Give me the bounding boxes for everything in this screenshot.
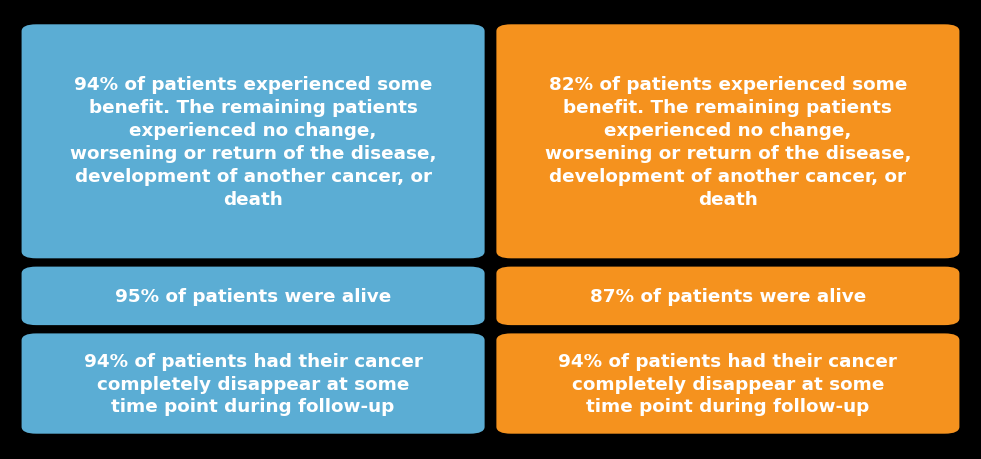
Text: 94% of patients had their cancer
completely disappear at some
time point during : 94% of patients had their cancer complet… bbox=[558, 352, 898, 415]
Text: 82% of patients experienced some
benefit. The remaining patients
experienced no : 82% of patients experienced some benefit… bbox=[544, 76, 911, 208]
FancyBboxPatch shape bbox=[496, 334, 959, 434]
Text: 94% of patients had their cancer
completely disappear at some
time point during : 94% of patients had their cancer complet… bbox=[83, 352, 423, 415]
FancyBboxPatch shape bbox=[496, 25, 959, 259]
Text: 95% of patients were alive: 95% of patients were alive bbox=[115, 287, 391, 305]
FancyBboxPatch shape bbox=[22, 25, 485, 259]
FancyBboxPatch shape bbox=[22, 267, 485, 325]
Text: 94% of patients experienced some
benefit. The remaining patients
experienced no : 94% of patients experienced some benefit… bbox=[70, 76, 437, 208]
Text: 87% of patients were alive: 87% of patients were alive bbox=[590, 287, 866, 305]
FancyBboxPatch shape bbox=[22, 334, 485, 434]
FancyBboxPatch shape bbox=[496, 267, 959, 325]
